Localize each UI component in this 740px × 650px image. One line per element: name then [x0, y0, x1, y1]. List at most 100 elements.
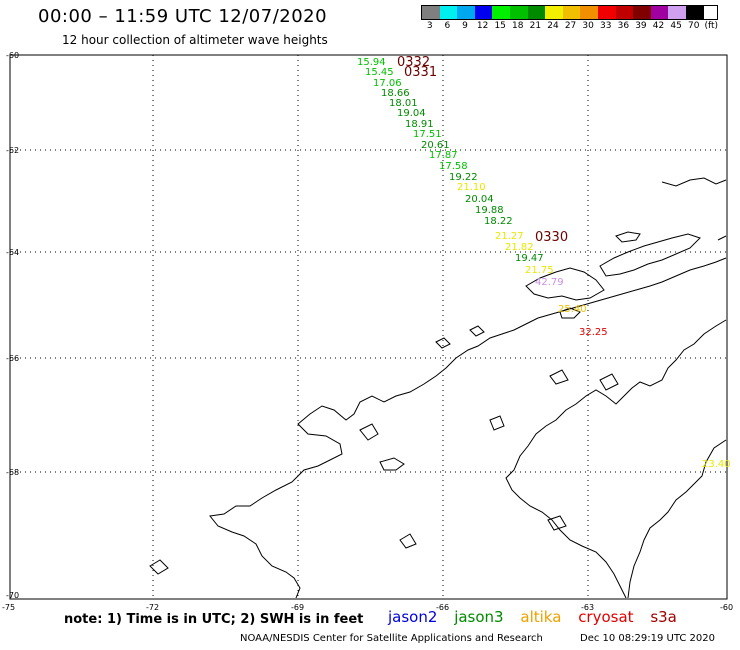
legend-swatch	[562, 6, 581, 19]
legend-swatch	[492, 6, 510, 19]
coastline	[149, 177, 727, 599]
observation-label: 18.66	[381, 88, 410, 99]
island-small	[359, 423, 379, 441]
island-small	[599, 373, 619, 391]
legend-swatch-row	[421, 5, 719, 20]
legend-label: 45	[670, 21, 682, 31]
island-small	[399, 533, 417, 549]
observation-label: 17.51	[413, 129, 442, 140]
observation-label: 18.91	[405, 119, 434, 130]
legend-label: 6	[444, 21, 451, 31]
legend-swatch	[509, 6, 528, 19]
observation-label: 15.94	[357, 57, 386, 68]
lat-label: -68	[6, 468, 19, 477]
island-small	[149, 559, 169, 575]
credit-line: NOAA/NESDIS Center for Satellite Applica…	[240, 633, 543, 644]
legend-label: 12	[476, 21, 489, 31]
satellite-label: altika	[520, 608, 562, 626]
legend-swatch	[439, 6, 458, 19]
satellite-label: jason2	[388, 608, 438, 626]
legend-swatch	[615, 6, 634, 19]
observation-label: 20.04	[465, 194, 494, 205]
observation-label: 23.40	[702, 459, 731, 470]
lat-label: -60	[6, 51, 19, 60]
legend-label: 30	[582, 21, 594, 31]
lon-label: -75	[2, 603, 15, 612]
legend-label: 33	[600, 21, 612, 31]
island-small	[559, 307, 581, 319]
observation-label: 15.45	[365, 67, 394, 78]
legend-label: 70	[687, 21, 700, 31]
legend-label: 15	[494, 21, 506, 31]
satellite-label: s3a	[650, 608, 677, 626]
observation-label: 18.01	[389, 98, 418, 109]
pass-time-label: 0331	[404, 65, 437, 80]
legend-swatch	[650, 6, 669, 19]
wave-height-observations: 15.94 15.45 17.06 18.66 18.01 19.04 18.9…	[357, 57, 731, 470]
island-small	[435, 337, 451, 349]
legend-swatch	[685, 6, 704, 19]
map-title: 00:00 – 11:59 UTC 12/07/2020	[38, 6, 328, 27]
wave-height-legend: 3 6 9 12 15 18 21 24 27 30 33 36 39 42 45 70 (ft)	[421, 5, 719, 31]
observation-label: 17.87	[429, 150, 458, 161]
satellite-label: cryosat	[578, 608, 634, 626]
legend-swatch	[545, 6, 563, 19]
legend-label: 36	[617, 21, 630, 31]
lat-label: -66	[6, 354, 19, 363]
observation-label: 17.58	[439, 161, 468, 172]
satellite-label: jason3	[454, 608, 504, 626]
island-small	[379, 457, 405, 471]
legend-label: 42	[652, 21, 665, 31]
longitude-labels: -75 -72 -69 -66 -63 -60	[2, 603, 733, 612]
observation-label: 21.75	[525, 265, 554, 276]
observation-label: 25.40	[558, 304, 587, 315]
lon-label: -60	[720, 603, 733, 612]
lat-label: -64	[6, 248, 19, 257]
observation-label: 19.22	[449, 172, 478, 183]
observation-label: 17.06	[373, 78, 402, 89]
legend-swatch	[474, 6, 493, 19]
legend-swatch	[527, 6, 546, 19]
pass-time-label: 0330	[535, 230, 568, 245]
lon-label: -63	[581, 603, 594, 612]
observation-label: 32.25	[579, 327, 608, 338]
legend-swatch	[580, 6, 598, 19]
observation-label: 21.82	[505, 242, 534, 253]
lat-label: -62	[6, 146, 19, 155]
observation-label: 42.79	[535, 277, 564, 288]
legend-label: 21	[529, 21, 542, 31]
footnote: note: 1) Time is in UTC; 2) SWH is in fe…	[64, 612, 364, 627]
legend-label: 18	[512, 21, 524, 31]
latitude-labels: -60 -62 -64 -66 -68 -70	[6, 51, 19, 600]
island-small	[549, 369, 569, 385]
legend-unit: (ft)	[704, 21, 719, 31]
lon-label: -72	[146, 603, 159, 612]
southeast-coastline	[627, 439, 727, 599]
island-chain	[599, 233, 701, 277]
legend-label: 27	[564, 21, 577, 31]
graticule	[10, 55, 727, 599]
observation-label: 19.04	[397, 108, 426, 119]
legend-label: 39	[635, 21, 647, 31]
island-small	[469, 325, 485, 337]
observation-label: 18.22	[484, 216, 513, 227]
observation-label: 20.61	[421, 140, 450, 151]
east-coastline	[505, 319, 727, 599]
northeast-island	[661, 177, 727, 241]
south-shetland-islands	[525, 267, 605, 301]
legend-swatch	[457, 6, 475, 19]
satellite-legend: jason2 jason3 altika cryosat s3a	[388, 608, 689, 626]
lon-label: -66	[436, 603, 449, 612]
observation-label: 19.47	[515, 253, 544, 264]
pass-time-label: 0332	[397, 55, 430, 70]
observation-label: 21.27	[495, 231, 524, 242]
legend-label: 3	[426, 21, 433, 31]
legend-swatch	[597, 6, 616, 19]
legend-swatch	[668, 6, 686, 19]
generated-timestamp: Dec 10 08:29:19 UTC 2020	[580, 633, 715, 644]
island-small	[615, 231, 641, 243]
observation-label: 21.10	[457, 182, 486, 193]
legend-label-row: 3 6 9 12 15 18 21 24 27 30 33 36 39 42 45 70 (ft)	[421, 21, 718, 31]
legend-label: 24	[547, 21, 559, 31]
